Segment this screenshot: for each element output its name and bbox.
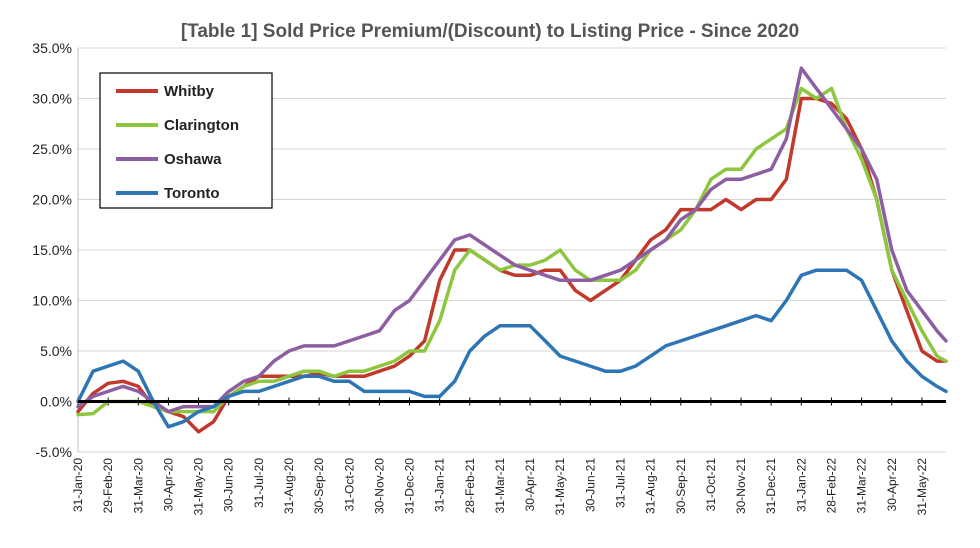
y-tick-label: 25.0% [32,141,72,157]
y-tick-label: -5.0% [35,444,72,460]
x-tick-label: 31-Dec-21 [764,458,778,514]
x-tick-label: 31-Mar-20 [131,458,145,514]
x-tick-label: 31-Jan-20 [71,458,85,512]
chart-title: [Table 1] Sold Price Premium/(Discount) … [181,21,799,42]
x-tick-label: 30-Nov-20 [372,458,386,514]
legend-box [99,72,273,209]
x-tick-label: 29-Feb-20 [101,458,115,514]
x-tick-label: 31-Aug-21 [644,458,658,514]
x-tick-label: 31-Oct-21 [704,458,718,512]
y-axis-ticks: -5.0% 0.0% 5.0% 10.0% 15.0% 20.0% 25.0% 30.0% 35… [32,40,72,460]
x-tick-label: 31-Aug-20 [282,458,296,514]
x-axis-ticks: 31-Jan-20 29-Feb-20 31-Mar-20 30-Apr-20 31-M… [71,397,929,516]
x-tick-label: 31-Oct-20 [342,458,356,512]
legend-label-clarington: Clarington [164,117,239,134]
legend-label-oshawa: Oshawa [164,151,222,168]
x-tick-label: 30-Sep-21 [674,458,688,514]
x-tick-label: 31-May-21 [553,458,567,516]
series-line-toronto [76,268,948,429]
y-tick-label: 10.0% [32,293,72,309]
x-tick-label: 31-Jan-21 [433,458,447,512]
x-tick-label: 31-Mar-22 [855,458,869,514]
x-tick-label: 30-Apr-21 [523,458,537,512]
x-tick-label: 31-Jan-22 [794,458,808,512]
y-tick-label: 5.0% [40,343,72,359]
x-tick-label: 31-May-22 [915,458,929,516]
x-tick-label: 30-Jun-21 [583,458,597,512]
x-tick-label: 30-Jun-20 [222,458,236,512]
legend-label-whitby: Whitby [164,83,215,100]
x-tick-label: 28-Feb-21 [463,458,477,514]
x-tick-label: 30-Apr-20 [161,458,175,512]
y-tick-label: 0.0% [40,394,72,410]
series-line-oshawa [76,66,948,414]
x-tick-label: 31-Jul-20 [252,458,266,508]
legend: Whitby Clarington Oshawa Toronto [99,72,273,209]
x-tick-label: 31-Mar-21 [493,458,507,514]
x-tick-label: 30-Sep-20 [312,458,326,514]
series-line-whitby [76,96,948,434]
x-tick-label: 30-Nov-21 [734,458,748,514]
x-tick-label: 31-Dec-20 [403,458,417,514]
y-tick-label: 20.0% [32,192,72,208]
x-tick-label: 30-Apr-22 [885,458,899,512]
y-tick-label: 15.0% [32,242,72,258]
x-tick-label: 31-May-20 [192,458,206,516]
x-tick-label: 31-Jul-21 [614,458,628,508]
y-tick-label: 30.0% [32,91,72,107]
x-tick-label: 28-Feb-22 [824,458,838,514]
y-tick-label: 35.0% [32,40,72,56]
legend-label-toronto: Toronto [164,185,220,202]
